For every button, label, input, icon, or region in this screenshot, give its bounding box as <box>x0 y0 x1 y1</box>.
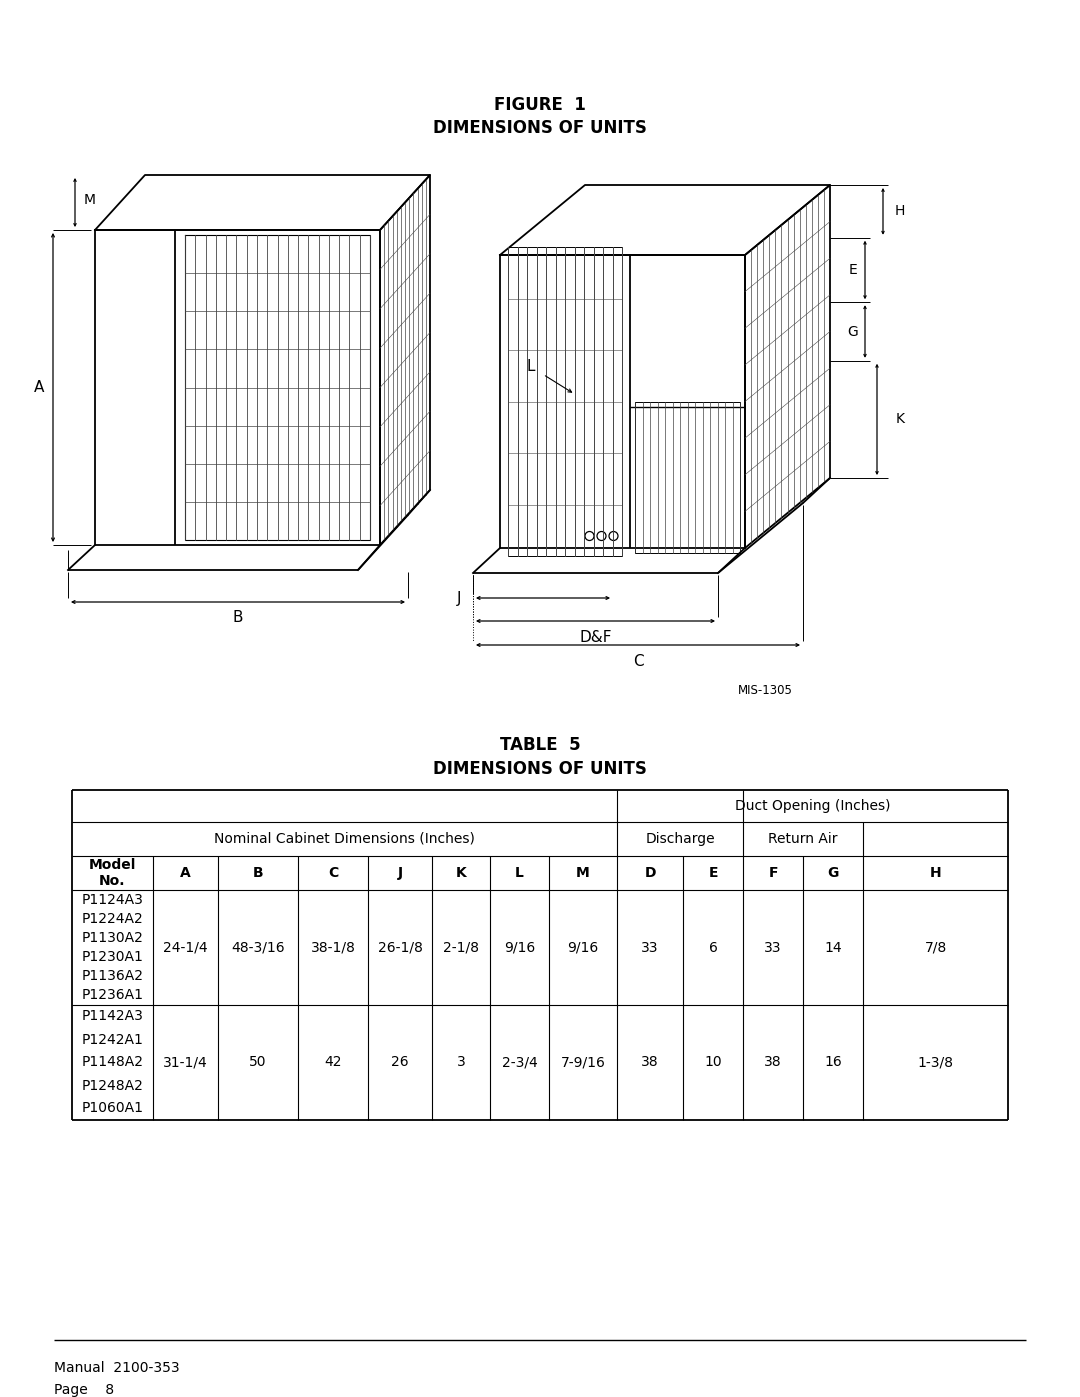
Text: Model
No.: Model No. <box>89 858 136 888</box>
Text: B: B <box>253 866 264 880</box>
Text: H: H <box>930 866 942 880</box>
Text: TABLE  5: TABLE 5 <box>500 736 580 754</box>
Text: K: K <box>895 412 905 426</box>
Text: Duct Opening (Inches): Duct Opening (Inches) <box>734 799 890 813</box>
Text: P1130A2: P1130A2 <box>82 930 144 944</box>
Text: C: C <box>328 866 338 880</box>
Text: H: H <box>895 204 905 218</box>
Text: 50: 50 <box>249 1056 267 1070</box>
Text: K: K <box>456 866 467 880</box>
Text: A: A <box>180 866 191 880</box>
Text: 38-1/8: 38-1/8 <box>311 940 355 954</box>
Text: A: A <box>33 380 44 395</box>
Text: J: J <box>457 591 461 605</box>
Text: C: C <box>633 654 644 669</box>
Text: L: L <box>515 866 524 880</box>
Text: P1060A1: P1060A1 <box>81 1101 144 1115</box>
Text: 16: 16 <box>824 1056 842 1070</box>
Text: D&F: D&F <box>579 630 611 644</box>
Text: FIGURE  1: FIGURE 1 <box>494 96 586 115</box>
Text: 3: 3 <box>457 1056 465 1070</box>
Text: 31-1/4: 31-1/4 <box>163 1056 207 1070</box>
Text: P1148A2: P1148A2 <box>81 1056 144 1070</box>
Text: 9/16: 9/16 <box>504 940 535 954</box>
Text: 6: 6 <box>708 940 717 954</box>
Text: P1124A3: P1124A3 <box>82 893 144 907</box>
Text: 9/16: 9/16 <box>567 940 598 954</box>
Text: P1248A2: P1248A2 <box>82 1078 144 1092</box>
Text: E: E <box>849 263 858 277</box>
Text: 33: 33 <box>642 940 659 954</box>
Text: G: G <box>848 324 859 338</box>
Text: 38: 38 <box>765 1056 782 1070</box>
Text: 42: 42 <box>324 1056 341 1070</box>
Text: P1136A2: P1136A2 <box>81 970 144 983</box>
Text: DIMENSIONS OF UNITS: DIMENSIONS OF UNITS <box>433 119 647 137</box>
Text: L: L <box>527 359 536 374</box>
Text: Manual  2100-353: Manual 2100-353 <box>54 1361 179 1375</box>
Text: 38: 38 <box>642 1056 659 1070</box>
Text: 24-1/4: 24-1/4 <box>163 940 207 954</box>
Text: MIS-1305: MIS-1305 <box>738 683 793 697</box>
Text: 33: 33 <box>765 940 782 954</box>
Text: P1224A2: P1224A2 <box>82 912 144 926</box>
Text: 7/8: 7/8 <box>924 940 947 954</box>
Text: J: J <box>397 866 403 880</box>
Text: Return Air: Return Air <box>768 833 838 847</box>
Text: 48-3/16: 48-3/16 <box>231 940 285 954</box>
Text: 14: 14 <box>824 940 841 954</box>
Text: P1236A1: P1236A1 <box>81 989 144 1003</box>
Text: P1230A1: P1230A1 <box>82 950 144 964</box>
Text: 2-1/8: 2-1/8 <box>443 940 480 954</box>
Text: 26-1/8: 26-1/8 <box>378 940 422 954</box>
Text: 7-9/16: 7-9/16 <box>561 1056 606 1070</box>
Text: Page    8: Page 8 <box>54 1383 114 1397</box>
Text: 10: 10 <box>704 1056 721 1070</box>
Text: D: D <box>645 866 656 880</box>
Text: F: F <box>768 866 778 880</box>
Text: B: B <box>233 610 243 626</box>
Text: 2-3/4: 2-3/4 <box>501 1056 538 1070</box>
Text: P1142A3: P1142A3 <box>82 1010 144 1024</box>
Text: M: M <box>84 193 96 207</box>
Text: Discharge: Discharge <box>645 833 715 847</box>
Text: P1242A1: P1242A1 <box>82 1032 144 1046</box>
Text: 26: 26 <box>391 1056 409 1070</box>
Text: DIMENSIONS OF UNITS: DIMENSIONS OF UNITS <box>433 760 647 778</box>
Text: G: G <box>827 866 839 880</box>
Text: 1-3/8: 1-3/8 <box>918 1056 954 1070</box>
Text: E: E <box>708 866 718 880</box>
Text: Nominal Cabinet Dimensions (Inches): Nominal Cabinet Dimensions (Inches) <box>214 833 475 847</box>
Text: M: M <box>576 866 590 880</box>
